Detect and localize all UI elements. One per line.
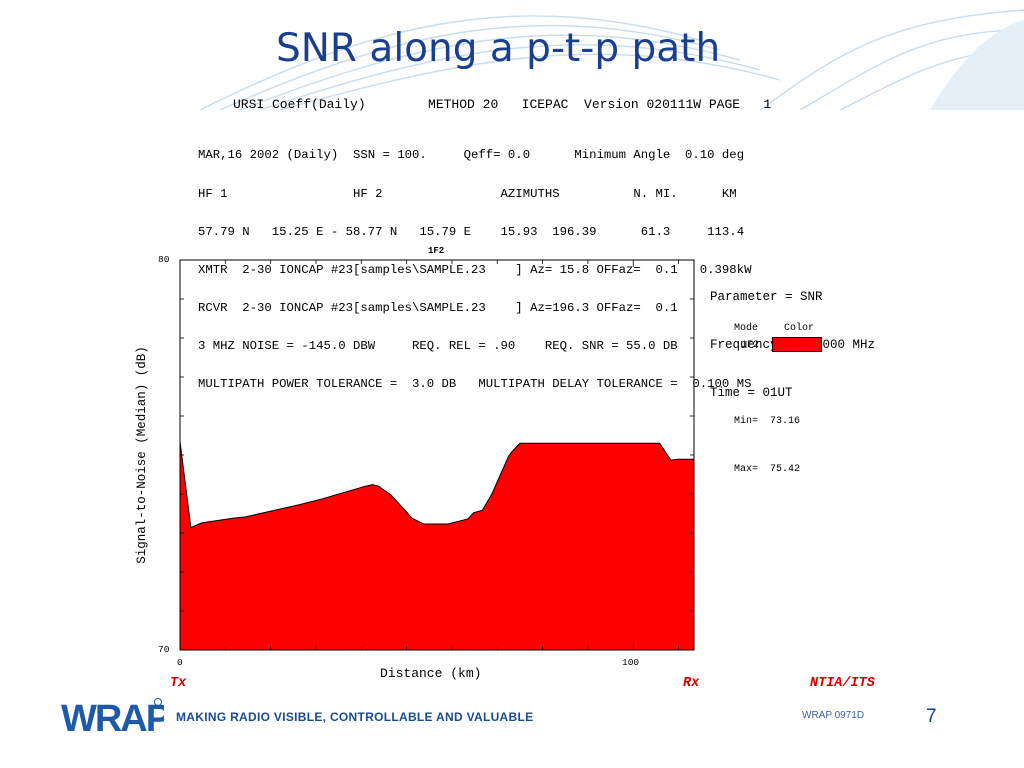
report-info-line: MAR,16 2002 (Daily) SSN = 100. Qeff= 0.0… bbox=[198, 148, 745, 163]
min-label: Min= bbox=[734, 416, 759, 427]
report-info-line: MULTIPATH POWER TOLERANCE = 3.0 DB MULTI… bbox=[198, 377, 752, 392]
mode-header: Mode bbox=[734, 323, 759, 334]
report-info-line: 3 MHZ NOISE = -145.0 DBW REQ. REL = .90 … bbox=[198, 338, 678, 353]
decorative-swoosh-graphic bbox=[199, 9, 1024, 110]
x-tick-label-100: 100 bbox=[622, 657, 640, 668]
y-axis-label: Signal-to-Noise (Median) (dB) bbox=[135, 346, 149, 564]
y-tick-label-70: 70 bbox=[158, 644, 170, 655]
mode-value: 1F2 bbox=[741, 340, 760, 351]
tagline: MAKING RADIO VISIBLE, CONTROLLABLE AND V… bbox=[176, 710, 534, 724]
wrap-logo: WRAP bbox=[61, 698, 164, 738]
snr-area-fill bbox=[180, 441, 694, 650]
x-axis-label: Distance (km) bbox=[380, 666, 482, 681]
tx-label: Tx bbox=[170, 676, 187, 691]
min-max-block: Min= 73.16 Max= 75.42 bbox=[734, 382, 800, 494]
mode-color-table: Mode Color 1F2 bbox=[734, 323, 822, 378]
report-info-line: XMTR 2-30 IONCAP #23[samples\SAMPLE.23 ]… bbox=[198, 262, 752, 277]
min-value: 73.16 bbox=[770, 416, 801, 427]
x-tick-label-0: 0 bbox=[177, 657, 183, 668]
report-info-block: MAR,16 2002 (Daily) SSN = 100. Qeff= 0.0… bbox=[198, 124, 751, 403]
rx-label: Rx bbox=[683, 676, 700, 691]
report-info-line: RCVR 2-30 IONCAP #23[samples\SAMPLE.23 ]… bbox=[198, 300, 678, 315]
report-header-line: URSI Coeff(Daily) METHOD 20 ICEPAC Versi… bbox=[233, 97, 772, 112]
ntia-its-label: NTIA/ITS bbox=[810, 676, 875, 691]
chart-title: 1F2 bbox=[428, 246, 445, 256]
document-code: WRAP 0971D bbox=[802, 710, 865, 721]
max-value: 75.42 bbox=[770, 464, 801, 475]
snr-series-line bbox=[179, 441, 694, 529]
slide-title: SNR along a p-t-p path bbox=[276, 26, 721, 71]
max-label: Max= bbox=[734, 464, 759, 475]
color-swatch bbox=[772, 337, 822, 352]
report-info-line: 57.79 N 15.25 E - 58.77 N 15.79 E 15.93 … bbox=[198, 224, 745, 239]
registered-mark-icon bbox=[154, 698, 162, 706]
y-tick-label-80: 80 bbox=[158, 254, 170, 265]
parameter-line: Parameter = SNR bbox=[710, 290, 823, 304]
report-info-line: HF 1 HF 2 AZIMUTHS N. MI. KM bbox=[198, 186, 737, 201]
color-header: Color bbox=[784, 323, 815, 334]
page-number: 7 bbox=[926, 706, 937, 727]
time-line: Time = 01UT bbox=[710, 386, 793, 400]
snr-chart bbox=[179, 259, 695, 651]
logo-wordmark: WRAP bbox=[61, 698, 164, 738]
